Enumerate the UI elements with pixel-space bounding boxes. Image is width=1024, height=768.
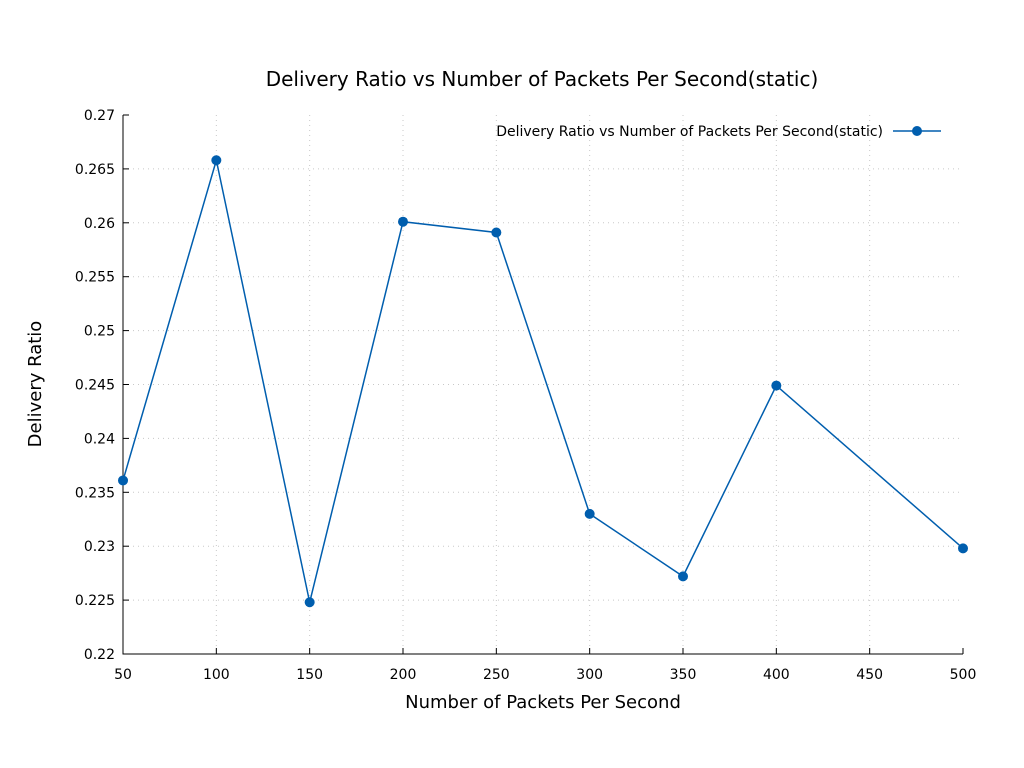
y-axis-label: Delivery Ratio xyxy=(25,321,46,448)
legend-marker-swatch xyxy=(912,126,922,136)
y-tick-label: 0.22 xyxy=(84,647,115,663)
x-tick-labels: 50 100 150 200 250 300 350 400 450 500 xyxy=(114,667,976,683)
y-tick-label: 0.27 xyxy=(84,108,115,124)
legend-entry-label: Delivery Ratio vs Number of Packets Per … xyxy=(496,124,883,140)
series-layer xyxy=(118,155,968,608)
y-tick-label: 0.245 xyxy=(75,378,115,394)
data-point xyxy=(398,216,408,227)
y-tick-label: 0.24 xyxy=(84,431,115,447)
x-tick-label: 50 xyxy=(114,667,132,683)
x-tick-label: 500 xyxy=(950,667,977,683)
x-tick-label: 250 xyxy=(483,667,510,683)
y-tick-labels: 0.22 0.225 0.23 0.235 0.24 0.245 0.25 0.255 0.26… xyxy=(75,108,115,663)
x-tick-label: 200 xyxy=(390,667,417,683)
grid-lines xyxy=(123,115,963,654)
x-axis-label: Number of Packets Per Second xyxy=(405,692,681,713)
x-tick-label: 300 xyxy=(576,667,603,683)
y-tick-label: 0.235 xyxy=(75,485,115,501)
x-tick-label: 450 xyxy=(856,667,883,683)
y-tick-label: 0.225 xyxy=(75,593,115,609)
y-tick-label: 0.23 xyxy=(84,539,115,555)
data-point xyxy=(584,508,595,519)
x-tick-label: 150 xyxy=(296,667,323,683)
y-tick-label: 0.265 xyxy=(75,162,115,178)
x-tick-label: 100 xyxy=(203,667,230,683)
data-point xyxy=(491,227,502,238)
data-point xyxy=(958,543,968,554)
y-tick-label: 0.255 xyxy=(75,270,115,286)
x-tick-label: 350 xyxy=(670,667,697,683)
axis-ticks xyxy=(122,114,964,655)
data-point xyxy=(304,597,315,608)
data-point xyxy=(118,475,128,486)
legend: Delivery Ratio vs Number of Packets Per … xyxy=(496,124,941,140)
data-point xyxy=(771,380,782,391)
x-tick-label: 400 xyxy=(763,667,790,683)
y-tick-label: 0.25 xyxy=(84,324,115,340)
y-tick-label: 0.26 xyxy=(84,216,115,232)
chart-title: Delivery Ratio vs Number of Packets Per … xyxy=(266,67,819,91)
data-point xyxy=(211,155,222,166)
data-point xyxy=(678,571,688,582)
